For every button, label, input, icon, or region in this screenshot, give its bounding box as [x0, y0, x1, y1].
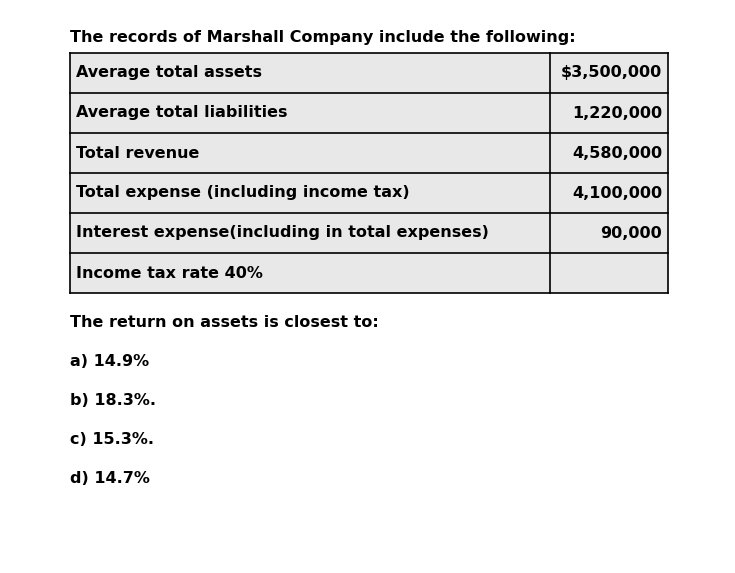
Text: d) 14.7%: d) 14.7% — [70, 471, 150, 486]
Text: $3,500,000: $3,500,000 — [561, 65, 662, 80]
Bar — [70, 93, 668, 133]
Bar — [70, 213, 668, 253]
Text: 4,580,000: 4,580,000 — [572, 146, 662, 160]
Bar — [70, 133, 668, 173]
Bar — [70, 173, 668, 213]
Text: b) 18.3%.: b) 18.3%. — [70, 393, 156, 408]
Text: a) 14.9%: a) 14.9% — [70, 354, 149, 369]
Text: Average total liabilities: Average total liabilities — [76, 105, 287, 120]
Bar — [70, 253, 668, 293]
Text: c) 15.3%.: c) 15.3%. — [70, 432, 154, 447]
Bar — [70, 53, 668, 93]
Text: 4,100,000: 4,100,000 — [572, 186, 662, 201]
Text: Income tax rate 40%: Income tax rate 40% — [76, 265, 263, 281]
Text: 90,000: 90,000 — [600, 226, 662, 241]
Text: The records of Marshall Company include the following:: The records of Marshall Company include … — [70, 30, 576, 45]
Text: Total expense (including income tax): Total expense (including income tax) — [76, 186, 409, 201]
Text: 1,220,000: 1,220,000 — [572, 105, 662, 120]
Text: Total revenue: Total revenue — [76, 146, 199, 160]
Text: Interest expense(including in total expenses): Interest expense(including in total expe… — [76, 226, 489, 241]
Text: Average total assets: Average total assets — [76, 65, 262, 80]
Text: The return on assets is closest to:: The return on assets is closest to: — [70, 315, 379, 330]
